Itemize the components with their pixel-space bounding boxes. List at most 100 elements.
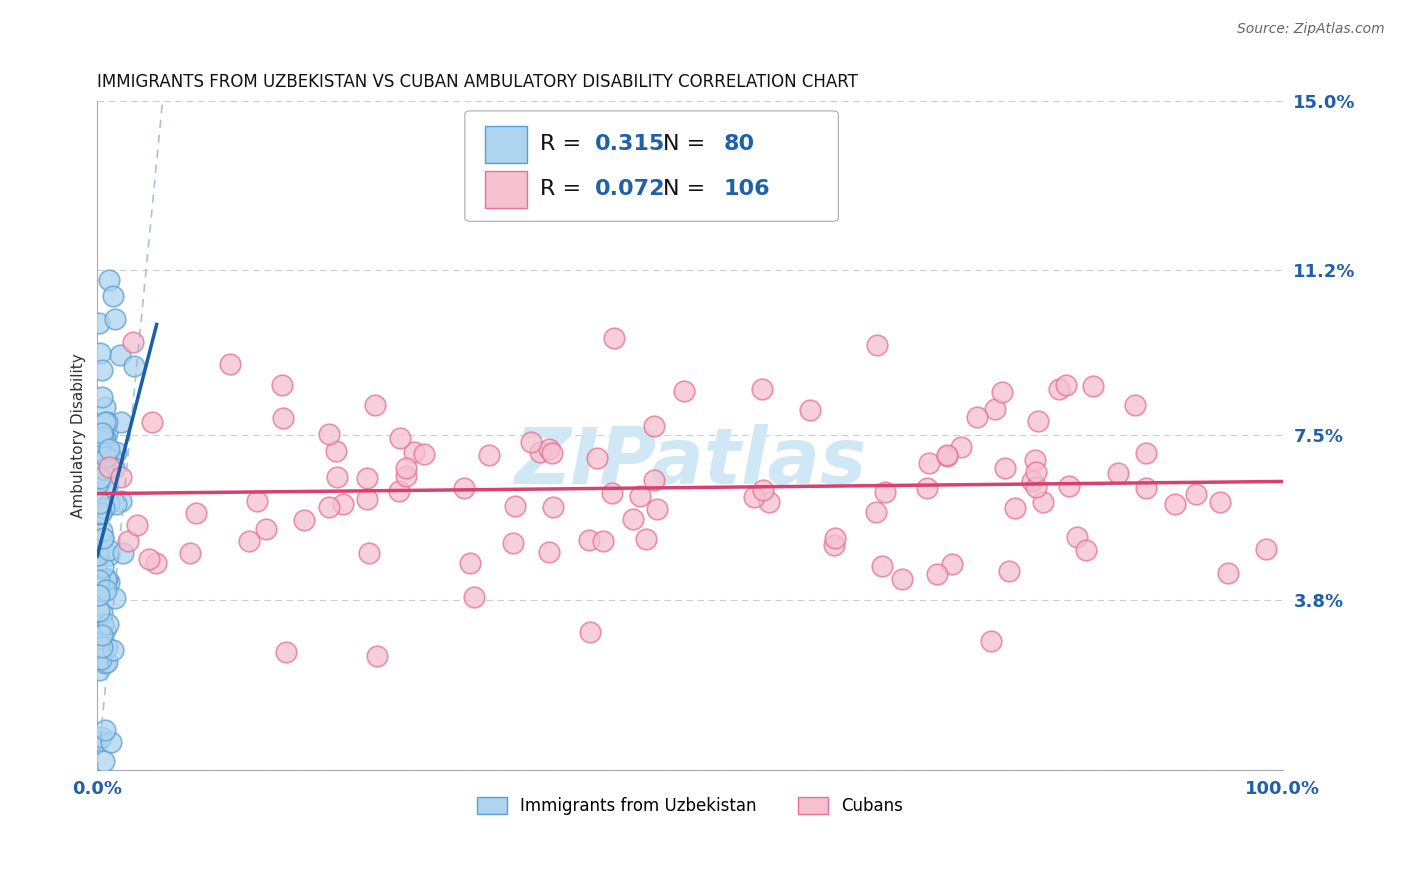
Point (1025, 465, 1047, 479)
Point (799, 402, 821, 417)
Point (94, 572, 117, 586)
Point (87, 549, 110, 563)
Point (104, 311, 127, 326)
Point (91, 462, 114, 476)
Point (643, 419, 665, 434)
Point (96, 463, 118, 477)
FancyBboxPatch shape (465, 111, 838, 221)
Point (866, 338, 889, 352)
Text: ZIPatlas: ZIPatlas (515, 425, 866, 500)
Point (110, 470, 132, 484)
Point (89, 496, 111, 510)
Text: Source: ZipAtlas.com: Source: ZipAtlas.com (1237, 22, 1385, 37)
Point (97, 442, 120, 457)
Point (1254, 541, 1277, 556)
Point (90, 506, 112, 520)
Point (110, 348, 132, 362)
Point (1208, 495, 1230, 509)
Point (96, 655, 118, 669)
Point (91, 426, 114, 441)
Point (585, 451, 607, 466)
Point (89, 345, 111, 359)
Point (94, 416, 117, 430)
Point (994, 461, 1017, 475)
Text: N =: N = (662, 179, 713, 199)
Point (100, 735, 122, 749)
Point (90, 363, 112, 377)
Point (1125, 398, 1147, 412)
Point (91, 429, 114, 443)
Point (86, 454, 108, 468)
Point (529, 445, 551, 459)
Point (219, 358, 242, 372)
Point (87, 507, 110, 521)
Point (184, 507, 207, 521)
Point (983, 402, 1005, 417)
Point (125, 517, 148, 532)
Point (110, 494, 132, 508)
Point (394, 461, 416, 475)
Point (1083, 378, 1105, 392)
Point (141, 415, 163, 429)
Point (537, 442, 560, 457)
Point (413, 447, 436, 461)
Point (96, 425, 118, 440)
Point (941, 557, 963, 571)
Point (90, 730, 112, 744)
Point (87, 581, 110, 595)
Point (592, 534, 614, 549)
Point (97, 616, 120, 631)
Point (91, 524, 114, 538)
Point (643, 473, 665, 487)
Y-axis label: Ambulatory Disability: Ambulatory Disability (72, 353, 86, 518)
Point (292, 513, 315, 527)
Point (453, 481, 475, 495)
Point (179, 545, 201, 559)
Text: N =: N = (662, 135, 713, 154)
Point (105, 445, 128, 459)
Point (758, 495, 780, 509)
Point (752, 483, 775, 498)
Point (238, 534, 260, 549)
Point (537, 545, 560, 559)
Point (91, 628, 114, 642)
Point (356, 471, 378, 485)
Point (998, 564, 1021, 578)
Point (890, 573, 912, 587)
Point (1216, 566, 1239, 580)
Point (388, 431, 411, 445)
Point (325, 444, 347, 458)
Point (103, 461, 125, 475)
Point (87, 547, 110, 561)
Point (1164, 497, 1187, 511)
Point (93, 754, 115, 768)
Point (96, 573, 118, 587)
Point (918, 457, 941, 471)
Point (823, 538, 845, 552)
Point (103, 591, 125, 606)
Point (93, 461, 115, 475)
Point (1028, 414, 1050, 428)
Point (318, 427, 340, 442)
FancyBboxPatch shape (485, 171, 526, 208)
Point (89, 475, 111, 489)
Point (541, 446, 564, 460)
Point (97, 543, 120, 558)
Point (97, 477, 120, 491)
Point (93, 723, 115, 738)
Point (91, 640, 114, 654)
Point (990, 384, 1012, 399)
Point (93, 500, 115, 515)
Point (936, 449, 959, 463)
Text: 0.315: 0.315 (595, 135, 665, 154)
Point (541, 500, 564, 515)
Point (101, 289, 124, 303)
Point (101, 452, 124, 467)
Point (1185, 486, 1208, 500)
Point (86, 476, 108, 491)
Point (271, 378, 294, 392)
Point (1032, 495, 1054, 509)
Point (520, 435, 543, 450)
Point (578, 533, 600, 547)
Point (122, 359, 145, 373)
